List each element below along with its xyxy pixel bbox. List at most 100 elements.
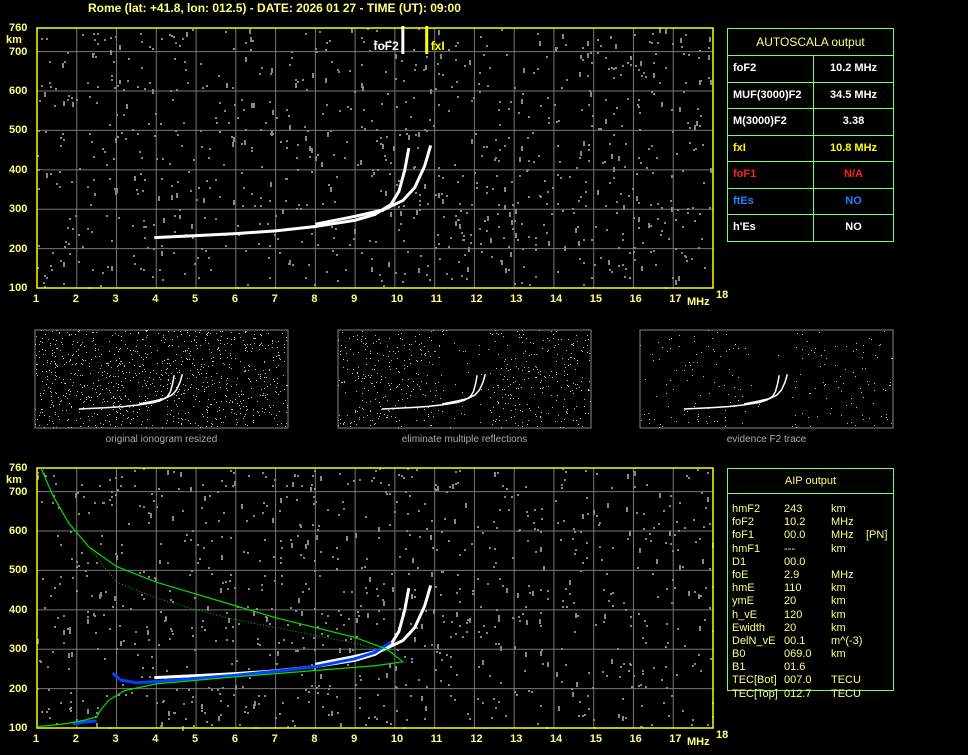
noise-dot xyxy=(662,426,663,427)
noise-dot xyxy=(519,334,520,335)
noise-dot xyxy=(622,65,624,67)
noise-dot xyxy=(208,343,209,344)
noise-dot xyxy=(308,701,310,703)
noise-dot xyxy=(102,375,103,376)
noise-dot xyxy=(122,371,123,372)
noise-dot xyxy=(120,413,121,414)
noise-dot xyxy=(311,148,313,153)
noise-dot xyxy=(500,374,501,375)
noise-dot xyxy=(278,365,279,366)
x-tick-label: 10 xyxy=(390,293,404,305)
noise-dot xyxy=(546,203,548,205)
noise-dot xyxy=(379,416,380,417)
noise-dot xyxy=(280,557,282,559)
noise-dot xyxy=(529,284,531,286)
param-value: 10.8 MHz xyxy=(829,141,878,154)
noise-dot xyxy=(869,418,870,419)
noise-dot xyxy=(44,92,46,97)
noise-dot xyxy=(203,547,205,549)
noise-dot xyxy=(451,278,453,280)
noise-dot xyxy=(587,345,588,346)
noise-dot xyxy=(35,409,36,410)
noise-dot xyxy=(698,594,700,599)
noise-dot xyxy=(243,340,244,341)
noise-dot xyxy=(89,96,91,98)
noise-dot xyxy=(393,146,395,151)
noise-dot xyxy=(380,482,382,484)
noise-dot xyxy=(241,504,243,509)
noise-dot xyxy=(227,383,228,384)
noise-dot xyxy=(650,225,652,227)
noise-dot xyxy=(498,109,500,111)
noise-dot xyxy=(847,423,848,424)
noise-dot xyxy=(365,724,367,726)
noise-dot xyxy=(42,338,43,339)
noise-dot xyxy=(653,360,654,361)
noise-dot xyxy=(122,605,124,607)
autoscala-row: fxI 10.8 MHz xyxy=(728,135,893,162)
aip-row: hmF2 243 km xyxy=(732,503,887,516)
noise-dot xyxy=(377,373,378,374)
noise-dot xyxy=(245,129,247,131)
x-tick-label: 18 xyxy=(716,289,729,301)
noise-dot xyxy=(221,536,223,538)
noise-dot xyxy=(253,415,254,416)
noise-dot xyxy=(116,648,118,650)
noise-dot xyxy=(802,358,803,359)
noise-dot xyxy=(120,361,121,362)
noise-dot xyxy=(196,336,197,337)
noise-dot xyxy=(389,366,390,367)
noise-dot xyxy=(115,333,116,334)
aip-cell: D1 xyxy=(732,555,747,568)
noise-dot xyxy=(92,269,94,271)
noise-dot xyxy=(487,85,489,87)
noise-dot xyxy=(167,368,168,369)
noise-dot xyxy=(328,184,330,186)
noise-dot xyxy=(511,220,513,225)
noise-dot xyxy=(695,148,697,150)
noise-dot xyxy=(51,396,52,397)
noise-dot xyxy=(448,110,450,112)
noise-dot xyxy=(504,145,506,147)
noise-dot xyxy=(417,147,419,149)
noise-dot xyxy=(483,625,485,627)
noise-dot xyxy=(298,204,300,206)
noise-dot xyxy=(206,426,207,427)
noise-dot xyxy=(217,689,219,691)
noise-dot xyxy=(38,188,40,190)
noise-dot xyxy=(183,703,185,705)
noise-dot xyxy=(295,610,297,612)
noise-dot xyxy=(219,102,221,104)
noise-dot xyxy=(212,384,213,385)
noise-dot xyxy=(225,485,227,487)
noise-dot xyxy=(133,350,134,351)
y-tick-label: 700 xyxy=(9,45,28,58)
noise-dot xyxy=(211,724,213,726)
noise-dot xyxy=(519,157,521,162)
noise-dot xyxy=(142,339,143,340)
noise-dot xyxy=(499,578,501,580)
noise-dot xyxy=(223,164,225,166)
noise-dot xyxy=(486,186,488,188)
noise-dot xyxy=(203,367,204,368)
noise-dot xyxy=(118,401,119,402)
noise-dot xyxy=(392,587,394,592)
noise-dot xyxy=(649,419,650,420)
noise-dot xyxy=(687,122,689,124)
noise-dot xyxy=(540,651,542,656)
noise-dot xyxy=(93,383,94,384)
noise-dot xyxy=(819,332,820,333)
noise-dot xyxy=(186,32,188,37)
noise-dot xyxy=(104,658,106,660)
noise-dot xyxy=(415,192,417,194)
plot-frame xyxy=(36,467,714,729)
noise-dot xyxy=(238,394,239,395)
noise-dot xyxy=(199,374,200,375)
noise-dot xyxy=(540,417,541,418)
noise-dot xyxy=(187,350,188,351)
noise-dot xyxy=(443,621,445,623)
noise-dot xyxy=(120,364,121,365)
noise-dot xyxy=(351,28,353,33)
noise-dot xyxy=(305,583,307,585)
noise-dot xyxy=(709,568,711,570)
